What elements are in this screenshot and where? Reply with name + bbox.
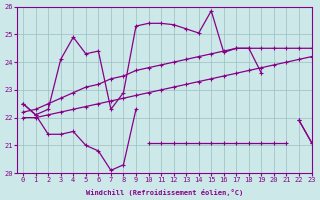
X-axis label: Windchill (Refroidissement éolien,°C): Windchill (Refroidissement éolien,°C) <box>85 189 243 196</box>
